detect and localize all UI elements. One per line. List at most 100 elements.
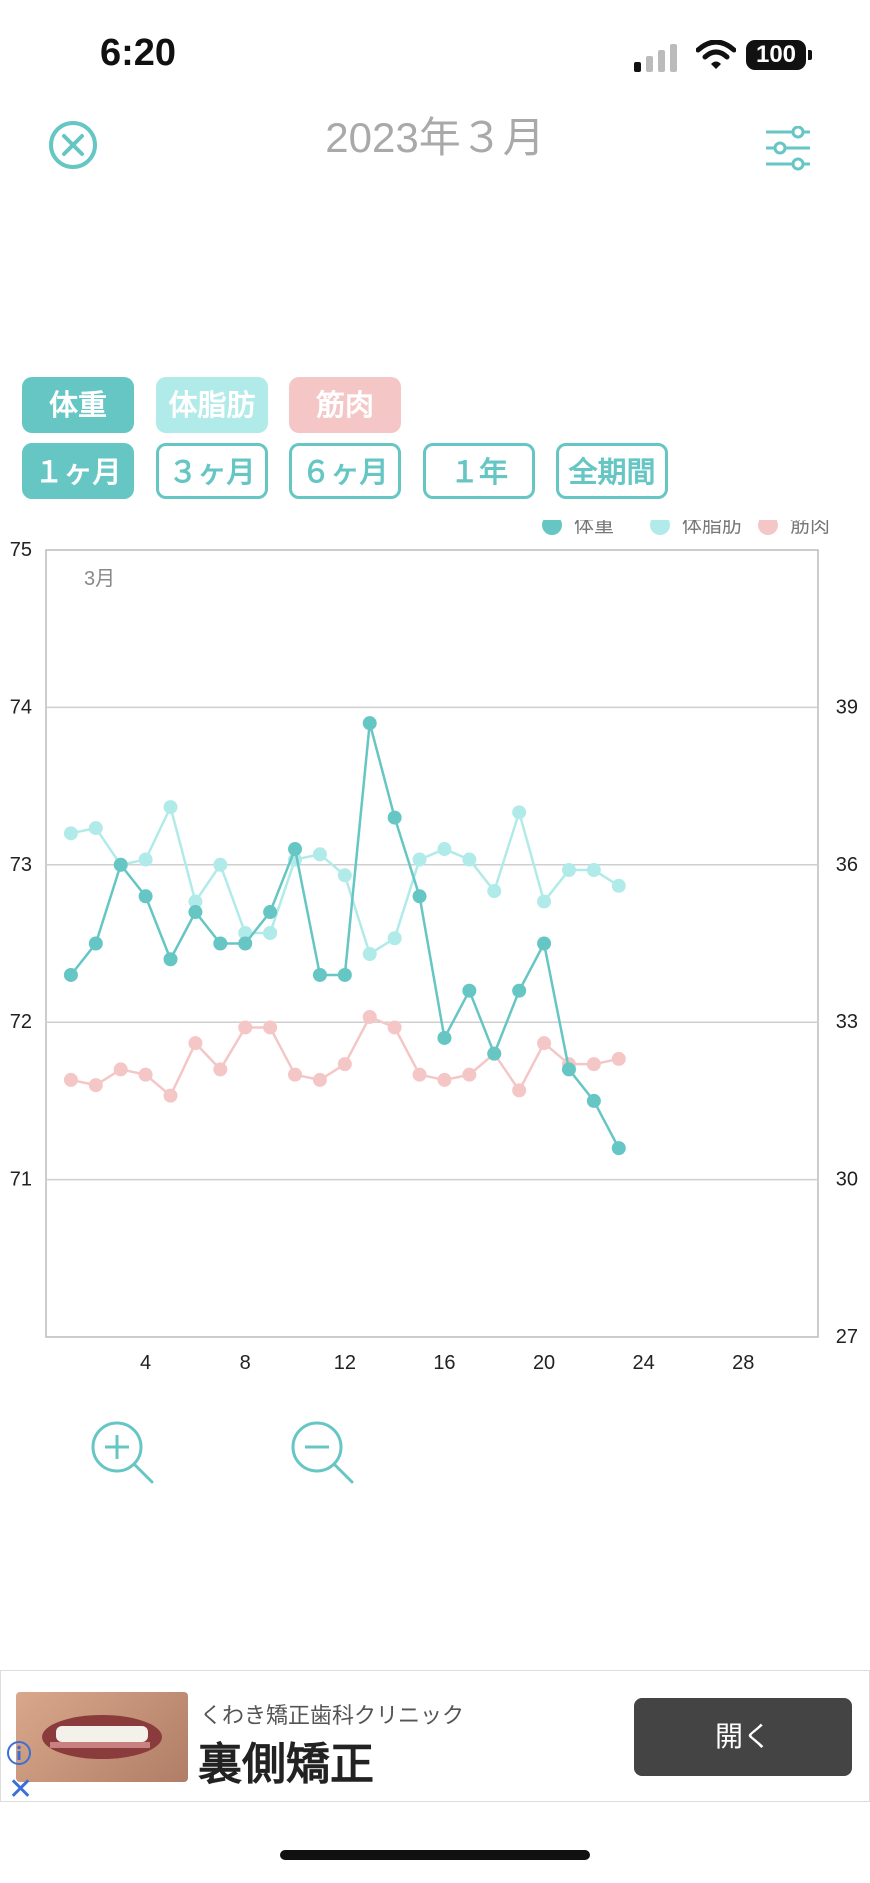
wifi-icon: [696, 40, 736, 69]
tab-muscle[interactable]: 筋肉: [289, 377, 401, 433]
data-point: [487, 884, 502, 899]
data-point: [512, 983, 527, 998]
period-3-months[interactable]: ３ヶ月: [156, 443, 268, 499]
data-point: [387, 810, 402, 825]
data-point: [537, 1036, 552, 1051]
tab-weight[interactable]: 体重: [22, 377, 134, 433]
data-point: [188, 1036, 203, 1051]
x-tick-label: 20: [533, 1352, 555, 1374]
month-label: 3月: [84, 568, 115, 590]
data-point: [337, 1057, 352, 1072]
data-point: [213, 857, 228, 872]
x-tick-label: 4: [140, 1352, 151, 1374]
period-1-year[interactable]: １年: [423, 443, 535, 499]
data-point: [238, 926, 253, 941]
y-right-tick-label: 39: [836, 696, 858, 718]
data-point: [288, 1067, 303, 1082]
ad-image[interactable]: [16, 1692, 188, 1782]
y-left-tick-label: 71: [10, 1169, 32, 1191]
data-point: [88, 936, 103, 951]
data-point: [437, 1030, 452, 1045]
zoom-out-icon[interactable]: [290, 1420, 356, 1486]
data-point: [512, 1083, 527, 1098]
weight-chart: 71 72 73 74 75 27 30 33 36 39 4 8 12 16 20 24 28 3月 体重 体脂肪 筋…: [10, 520, 858, 1374]
data-point: [611, 1141, 626, 1156]
period-all[interactable]: 全期間: [556, 443, 668, 499]
data-point: [63, 967, 78, 982]
period-1-month[interactable]: １ヶ月: [22, 443, 134, 499]
data-point: [163, 952, 178, 967]
data-point: [312, 1072, 327, 1087]
x-tick-label: 28: [732, 1352, 754, 1374]
data-point: [412, 889, 427, 904]
y-left-tick-label: 74: [10, 696, 32, 718]
data-point: [512, 805, 527, 820]
data-point: [362, 716, 377, 731]
data-point: [561, 863, 576, 878]
data-point: [611, 878, 626, 893]
legend-marker: [650, 520, 670, 535]
legend-label: 体脂肪: [682, 520, 742, 537]
signal-icon: [634, 44, 677, 72]
data-point: [138, 889, 153, 904]
plot-frame: [45, 549, 819, 1338]
battery-nub: [808, 50, 812, 60]
data-point: [288, 842, 303, 857]
data-point: [437, 842, 452, 857]
legend-label: 体重: [574, 520, 614, 537]
data-point: [188, 905, 203, 920]
data-point: [611, 1051, 626, 1066]
y-right-tick-label: 36: [836, 854, 858, 876]
data-point: [163, 800, 178, 815]
series-line: [69, 722, 620, 1149]
data-point: [113, 857, 128, 872]
ad-open-button[interactable]: 開く: [634, 1698, 852, 1776]
data-point: [312, 847, 327, 862]
data-point: [462, 983, 477, 998]
data-point: [238, 1020, 253, 1035]
data-point: [88, 821, 103, 836]
data-point: [263, 926, 278, 941]
data-point: [263, 905, 278, 920]
data-point: [561, 1062, 576, 1077]
data-point: [88, 1078, 103, 1093]
close-icon[interactable]: [48, 120, 98, 170]
y-right-tick-label: 27: [836, 1326, 858, 1348]
ad-info-icon[interactable]: [6, 1740, 32, 1766]
data-point: [462, 1067, 477, 1082]
legend-marker: [542, 520, 562, 535]
ad-title: 裏側矯正: [198, 1739, 374, 1790]
data-point: [263, 1020, 278, 1035]
data-point: [362, 1009, 377, 1024]
legend-label: 筋肉: [790, 520, 830, 537]
period-6-months[interactable]: ６ヶ月: [289, 443, 401, 499]
data-point: [462, 852, 477, 867]
data-point: [537, 936, 552, 951]
y-left-tick-label: 73: [10, 854, 32, 876]
data-point: [213, 936, 228, 951]
data-point: [537, 894, 552, 909]
y-left-tick-label: 75: [10, 539, 32, 561]
y-right-tick-label: 30: [836, 1169, 858, 1191]
data-point: [362, 946, 377, 961]
zoom-in-icon[interactable]: [90, 1420, 156, 1486]
y-left-tick-label: 72: [10, 1011, 32, 1033]
settings-sliders-icon[interactable]: [764, 126, 812, 172]
data-point: [387, 931, 402, 946]
data-point: [138, 852, 153, 867]
data-point: [312, 967, 327, 982]
battery-indicator: 100: [746, 40, 806, 70]
ad-sponsor: くわき矯正歯科クリニック: [200, 1704, 465, 1729]
ad-close-icon[interactable]: ✕: [8, 1772, 34, 1807]
x-tick-label: 24: [633, 1352, 655, 1374]
data-point: [188, 894, 203, 909]
data-point: [487, 1046, 502, 1061]
x-tick-label: 12: [334, 1352, 356, 1374]
data-point: [586, 1057, 601, 1072]
series-line: [70, 1015, 620, 1098]
data-point: [412, 1067, 427, 1082]
tab-body-fat[interactable]: 体脂肪: [156, 377, 268, 433]
data-point: [437, 1072, 452, 1087]
data-point: [337, 967, 352, 982]
data-point: [113, 1062, 128, 1077]
